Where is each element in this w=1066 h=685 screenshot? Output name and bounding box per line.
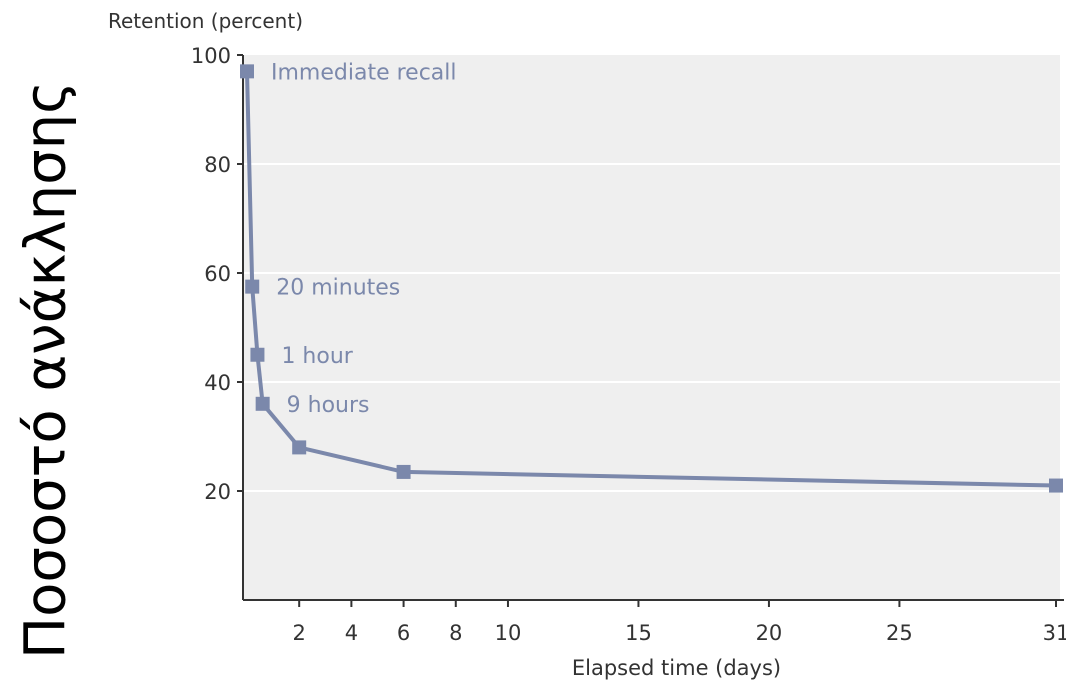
data-point: [250, 347, 265, 362]
axes: [242, 55, 1064, 601]
data-point: [245, 279, 260, 294]
x-tick-label: 6: [397, 621, 410, 645]
data-point: [292, 440, 307, 455]
plot-area: [243, 55, 1060, 600]
point-label: Immediate recall: [271, 60, 457, 85]
x-tick-label: 15: [625, 621, 652, 645]
x-axis-title: Elapsed time (days): [572, 656, 781, 680]
data-point: [1049, 478, 1063, 493]
point-label: 1 hour: [281, 344, 353, 369]
y-tick-label: 80: [204, 153, 231, 177]
x-tick-label: 20: [756, 621, 783, 645]
x-tick-label: 4: [345, 621, 358, 645]
x-tick-label: 8: [449, 621, 462, 645]
y-tick-label: 100: [191, 44, 231, 68]
x-tick-label: 2: [293, 621, 306, 645]
series-layer: Immediate recall 20 minutes 1 hour 9 hours: [240, 60, 1063, 493]
tick-labels: 20 40 60 80 100 2 4 6 8 10 15 20 25 31: [191, 44, 1066, 645]
point-label: 9 hours: [287, 393, 370, 418]
y-tick-label: 60: [204, 262, 231, 286]
point-label: 20 minutes: [276, 276, 400, 301]
y-tick-label: 40: [204, 371, 231, 395]
x-tick-label: 10: [495, 621, 522, 645]
y-tick-label: 20: [204, 480, 231, 504]
grid-lines: [243, 163, 1060, 492]
x-tick-label: 31: [1043, 621, 1066, 645]
data-point: [255, 396, 270, 411]
y-axis-title: Retention (percent): [108, 9, 303, 33]
x-tick-label: 25: [886, 621, 913, 645]
data-point: [396, 464, 411, 479]
data-point: [240, 64, 254, 79]
